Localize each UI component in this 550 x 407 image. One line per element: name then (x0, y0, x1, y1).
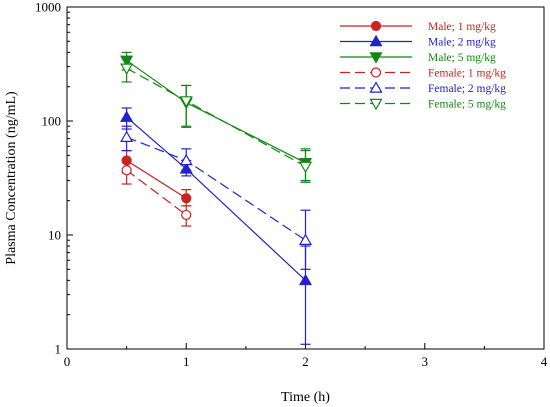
data-point (120, 130, 134, 142)
data-point (181, 209, 192, 221)
legend-entry: Male; 1 mg/kg (340, 20, 496, 33)
series-5 (120, 125, 313, 270)
legend-marker (369, 34, 383, 47)
x-tick-label: 1 (183, 354, 190, 369)
legend-entry: Male; 2 mg/kg (340, 34, 496, 49)
legend-marker (370, 67, 382, 78)
series-1 (121, 149, 192, 207)
y-tick-label: 1 (55, 342, 62, 357)
data-point (120, 63, 134, 75)
series-3 (120, 51, 313, 182)
data-point (120, 110, 134, 122)
legend-label: Male; 5 mg/kg (428, 52, 496, 64)
legend-label: Female; 1 mg/kg (428, 68, 506, 80)
legend-entry: Female; 1 mg/kg (340, 67, 506, 80)
x-axis-title: Time (h) (281, 390, 330, 405)
x-tick-label: 0 (64, 354, 71, 369)
y-axis-title: Plasma Concentration (ng/mL) (4, 91, 19, 265)
series-2 (120, 107, 313, 345)
data-point (298, 161, 313, 174)
legend-label: Male; 1 mg/kg (428, 21, 496, 33)
data-point (121, 165, 132, 176)
legend-entry: Female; 2 mg/kg (340, 81, 506, 95)
y-tick-label: 1000 (35, 0, 61, 15)
x-tick-label: 3 (422, 354, 429, 369)
x-tick-label: 2 (302, 354, 309, 369)
series-6 (120, 56, 313, 183)
legend-label: Male; 2 mg/kg (428, 37, 496, 49)
series-layer (120, 51, 313, 345)
data-point (179, 153, 193, 166)
series-4 (121, 158, 192, 227)
legend-entry: Male; 5 mg/kg (340, 52, 496, 64)
legend: Male; 1 mg/kg Male; 2 mg/kg Male; 5 mg/kg F… (340, 20, 506, 111)
series-line (126, 169, 187, 216)
legend-marker (369, 81, 383, 93)
data-point (298, 233, 313, 245)
legend-label: Female; 2 mg/kg (428, 83, 506, 95)
legend-entry: Female; 5 mg/kg (340, 99, 506, 111)
legend-label: Female; 5 mg/kg (428, 99, 506, 111)
legend-marker (370, 20, 382, 32)
x-tick-label: 4 (541, 354, 548, 369)
series-line (126, 136, 306, 241)
data-point (298, 273, 313, 286)
data-point (181, 193, 192, 204)
y-tick-label: 10 (48, 228, 61, 243)
series-line (126, 59, 306, 164)
y-tick-label: 100 (42, 114, 62, 129)
legend-marker (369, 98, 383, 111)
legend-marker (369, 52, 383, 64)
data-point (179, 96, 193, 108)
series-line (126, 160, 187, 199)
series-line (126, 116, 306, 281)
